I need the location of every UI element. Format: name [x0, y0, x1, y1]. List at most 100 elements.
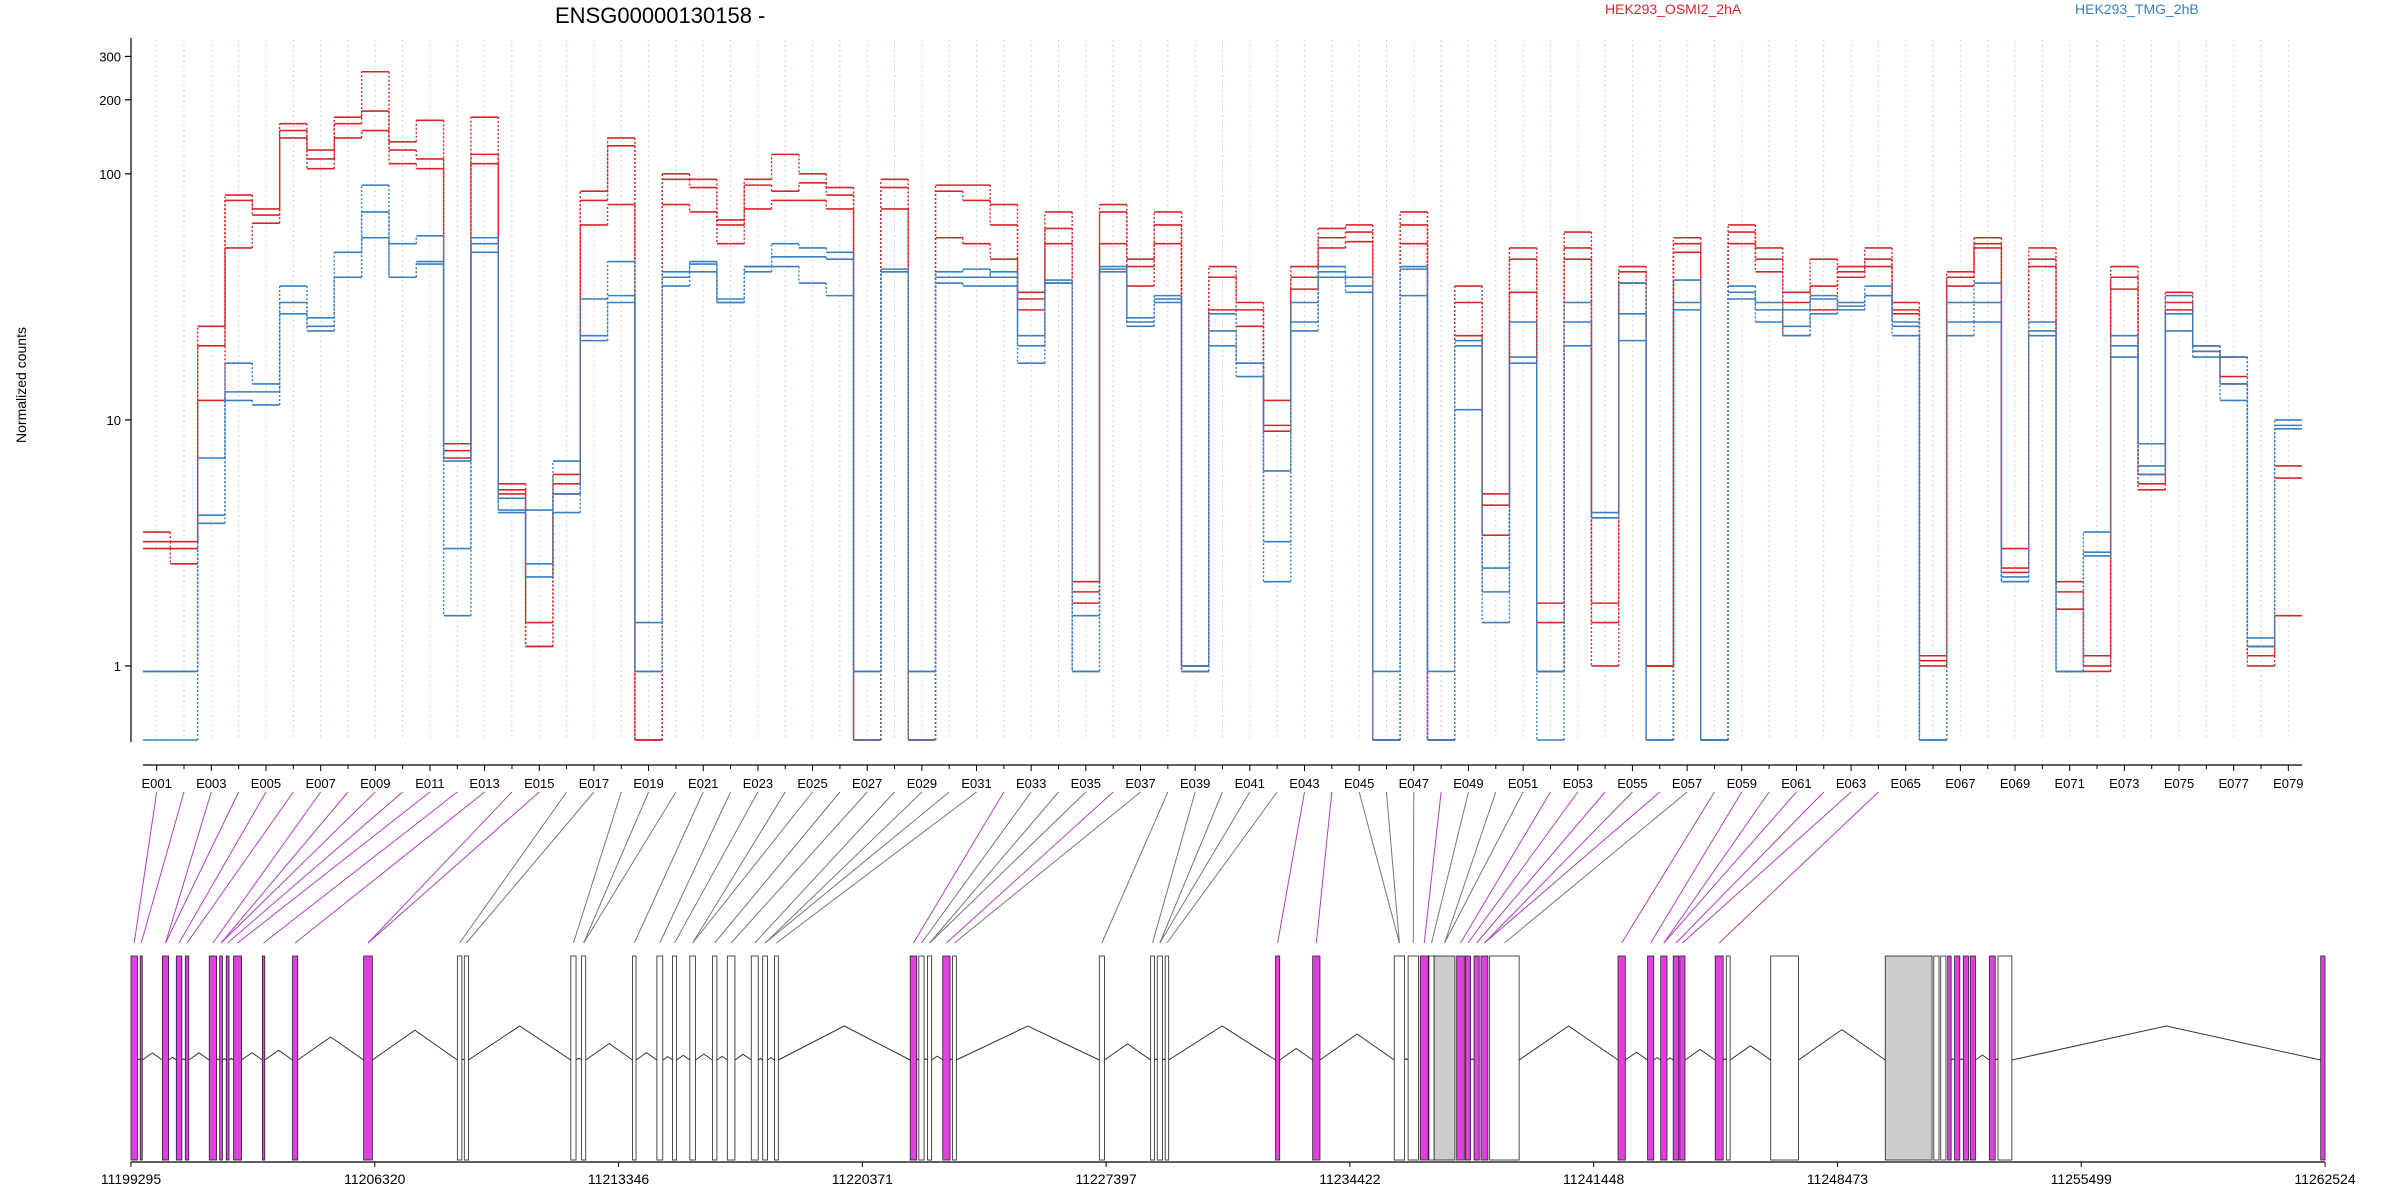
- intron-line: [1279, 1047, 1313, 1061]
- genome-coordinate-label: 11241448: [1563, 1171, 1624, 1187]
- exon-block-highlighted: [1954, 955, 1961, 1161]
- exon-block: [1098, 955, 1105, 1161]
- intron-line: [1950, 1058, 1955, 1061]
- exon-connector: [929, 791, 1087, 944]
- x-tick-label: E023: [743, 776, 773, 791]
- exon-connector: [1484, 791, 1633, 944]
- exon-block-highlighted: [1962, 955, 1969, 1161]
- exon-connector: [1101, 791, 1169, 944]
- x-tick-label: E037: [1125, 776, 1155, 791]
- x-tick-label: E017: [579, 776, 609, 791]
- y-tick-label: 1: [114, 659, 121, 674]
- exon-connector: [583, 791, 677, 944]
- x-tick-label: E043: [1289, 776, 1319, 791]
- exon-block-highlighted: [1969, 955, 1976, 1161]
- exon-connector: [367, 791, 540, 944]
- x-tick-label: E069: [2000, 776, 2030, 791]
- exon-connector: [165, 791, 212, 944]
- exon-connector: [1718, 791, 1879, 944]
- x-tick-label: E063: [1836, 776, 1866, 791]
- exon-block: [581, 955, 587, 1161]
- x-tick-label: E001: [141, 776, 171, 791]
- x-tick-label: E049: [1453, 776, 1483, 791]
- exon-connector: [459, 791, 568, 944]
- x-tick-label: E035: [1071, 776, 1101, 791]
- exon-connector: [1663, 791, 1770, 944]
- intron-line: [778, 1025, 911, 1061]
- intron-line: [1168, 1025, 1276, 1061]
- exon-connector: [1159, 791, 1251, 944]
- exon-block-highlighted: [1660, 955, 1668, 1161]
- exon-block: [456, 955, 463, 1161]
- exon-connector: [1484, 791, 1661, 944]
- genome-coordinate-label: 11248473: [1807, 1171, 1868, 1187]
- intron-line: [2011, 1025, 2321, 1061]
- exon-connector: [1675, 791, 1825, 944]
- intron-line: [949, 1058, 953, 1061]
- x-tick-label: E077: [2218, 776, 2248, 791]
- exon-block: [952, 955, 957, 1161]
- intron-line: [1994, 1058, 1999, 1061]
- intron-line: [1653, 1056, 1662, 1061]
- exon-connectors: [133, 791, 1879, 944]
- exon-block: [1428, 955, 1435, 1161]
- exon-block-highlighted: [1419, 955, 1429, 1161]
- exon-block: [1933, 955, 1940, 1161]
- exon-connector: [294, 791, 485, 944]
- exon-connector: [659, 791, 732, 944]
- exon-connector: [1385, 791, 1400, 944]
- y-axis-label: Normalized counts: [13, 327, 29, 443]
- exon-block: [463, 955, 469, 1161]
- exon-connector: [954, 791, 1141, 944]
- intron-line: [1404, 1058, 1409, 1061]
- intron-line: [585, 1042, 633, 1061]
- exon-connector: [1166, 791, 1278, 944]
- exon-connector: [764, 791, 950, 944]
- genome-coordinate-label: 11234422: [1319, 1171, 1380, 1187]
- x-tick-label: E045: [1344, 776, 1374, 791]
- exon-connector: [1460, 791, 1551, 944]
- intron-line: [1975, 1054, 1990, 1061]
- x-tick-label: E011: [415, 776, 444, 791]
- x-tick-label: E041: [1235, 776, 1265, 791]
- intron-line: [1729, 1045, 1772, 1061]
- exon-block-highlighted: [1617, 955, 1626, 1161]
- intron-line: [1625, 1051, 1648, 1061]
- exon-block-highlighted: [1714, 955, 1724, 1161]
- exon-connector: [263, 791, 458, 944]
- exon-block: [689, 955, 696, 1161]
- intron-line: [1518, 1025, 1619, 1061]
- exon-block-highlighted: [1679, 955, 1686, 1161]
- exon-connector: [140, 791, 185, 944]
- intron-line: [757, 1057, 763, 1061]
- x-tick-label: E013: [469, 776, 499, 791]
- exon-connector: [1152, 791, 1196, 944]
- x-tick-label: E005: [251, 776, 281, 791]
- exon-block-highlighted: [184, 955, 190, 1161]
- exon-gridlines: [156, 40, 2289, 740]
- exon-block-highlighted: [1947, 955, 1952, 1161]
- exon-connector: [572, 791, 622, 944]
- exon-block: [1433, 955, 1456, 1161]
- exon-connector: [754, 791, 895, 944]
- exon-connector: [1277, 791, 1305, 944]
- genome-coordinate-label: 11213346: [588, 1171, 649, 1187]
- intron-line: [931, 1055, 944, 1061]
- exon-block: [1407, 955, 1419, 1161]
- intron-line: [767, 1056, 775, 1061]
- intron-line: [1154, 1058, 1158, 1061]
- x-tick-label: E007: [305, 776, 335, 791]
- exon-block: [1770, 955, 1799, 1161]
- x-tick-label: E015: [524, 776, 554, 791]
- exon-block: [656, 955, 664, 1161]
- intron-line: [1319, 1033, 1395, 1061]
- intron-line: [137, 1058, 141, 1061]
- intron-line: [181, 1058, 186, 1061]
- exon-connector: [1650, 791, 1743, 944]
- legend-entry-tmg: HEK293_TMG_2hB: [2075, 1, 2199, 17]
- exon-block-highlighted: [292, 955, 299, 1161]
- genome-coordinate-label: 11262524: [2294, 1171, 2355, 1187]
- x-tick-label: E057: [1672, 776, 1702, 791]
- exon-connector: [1504, 791, 1688, 944]
